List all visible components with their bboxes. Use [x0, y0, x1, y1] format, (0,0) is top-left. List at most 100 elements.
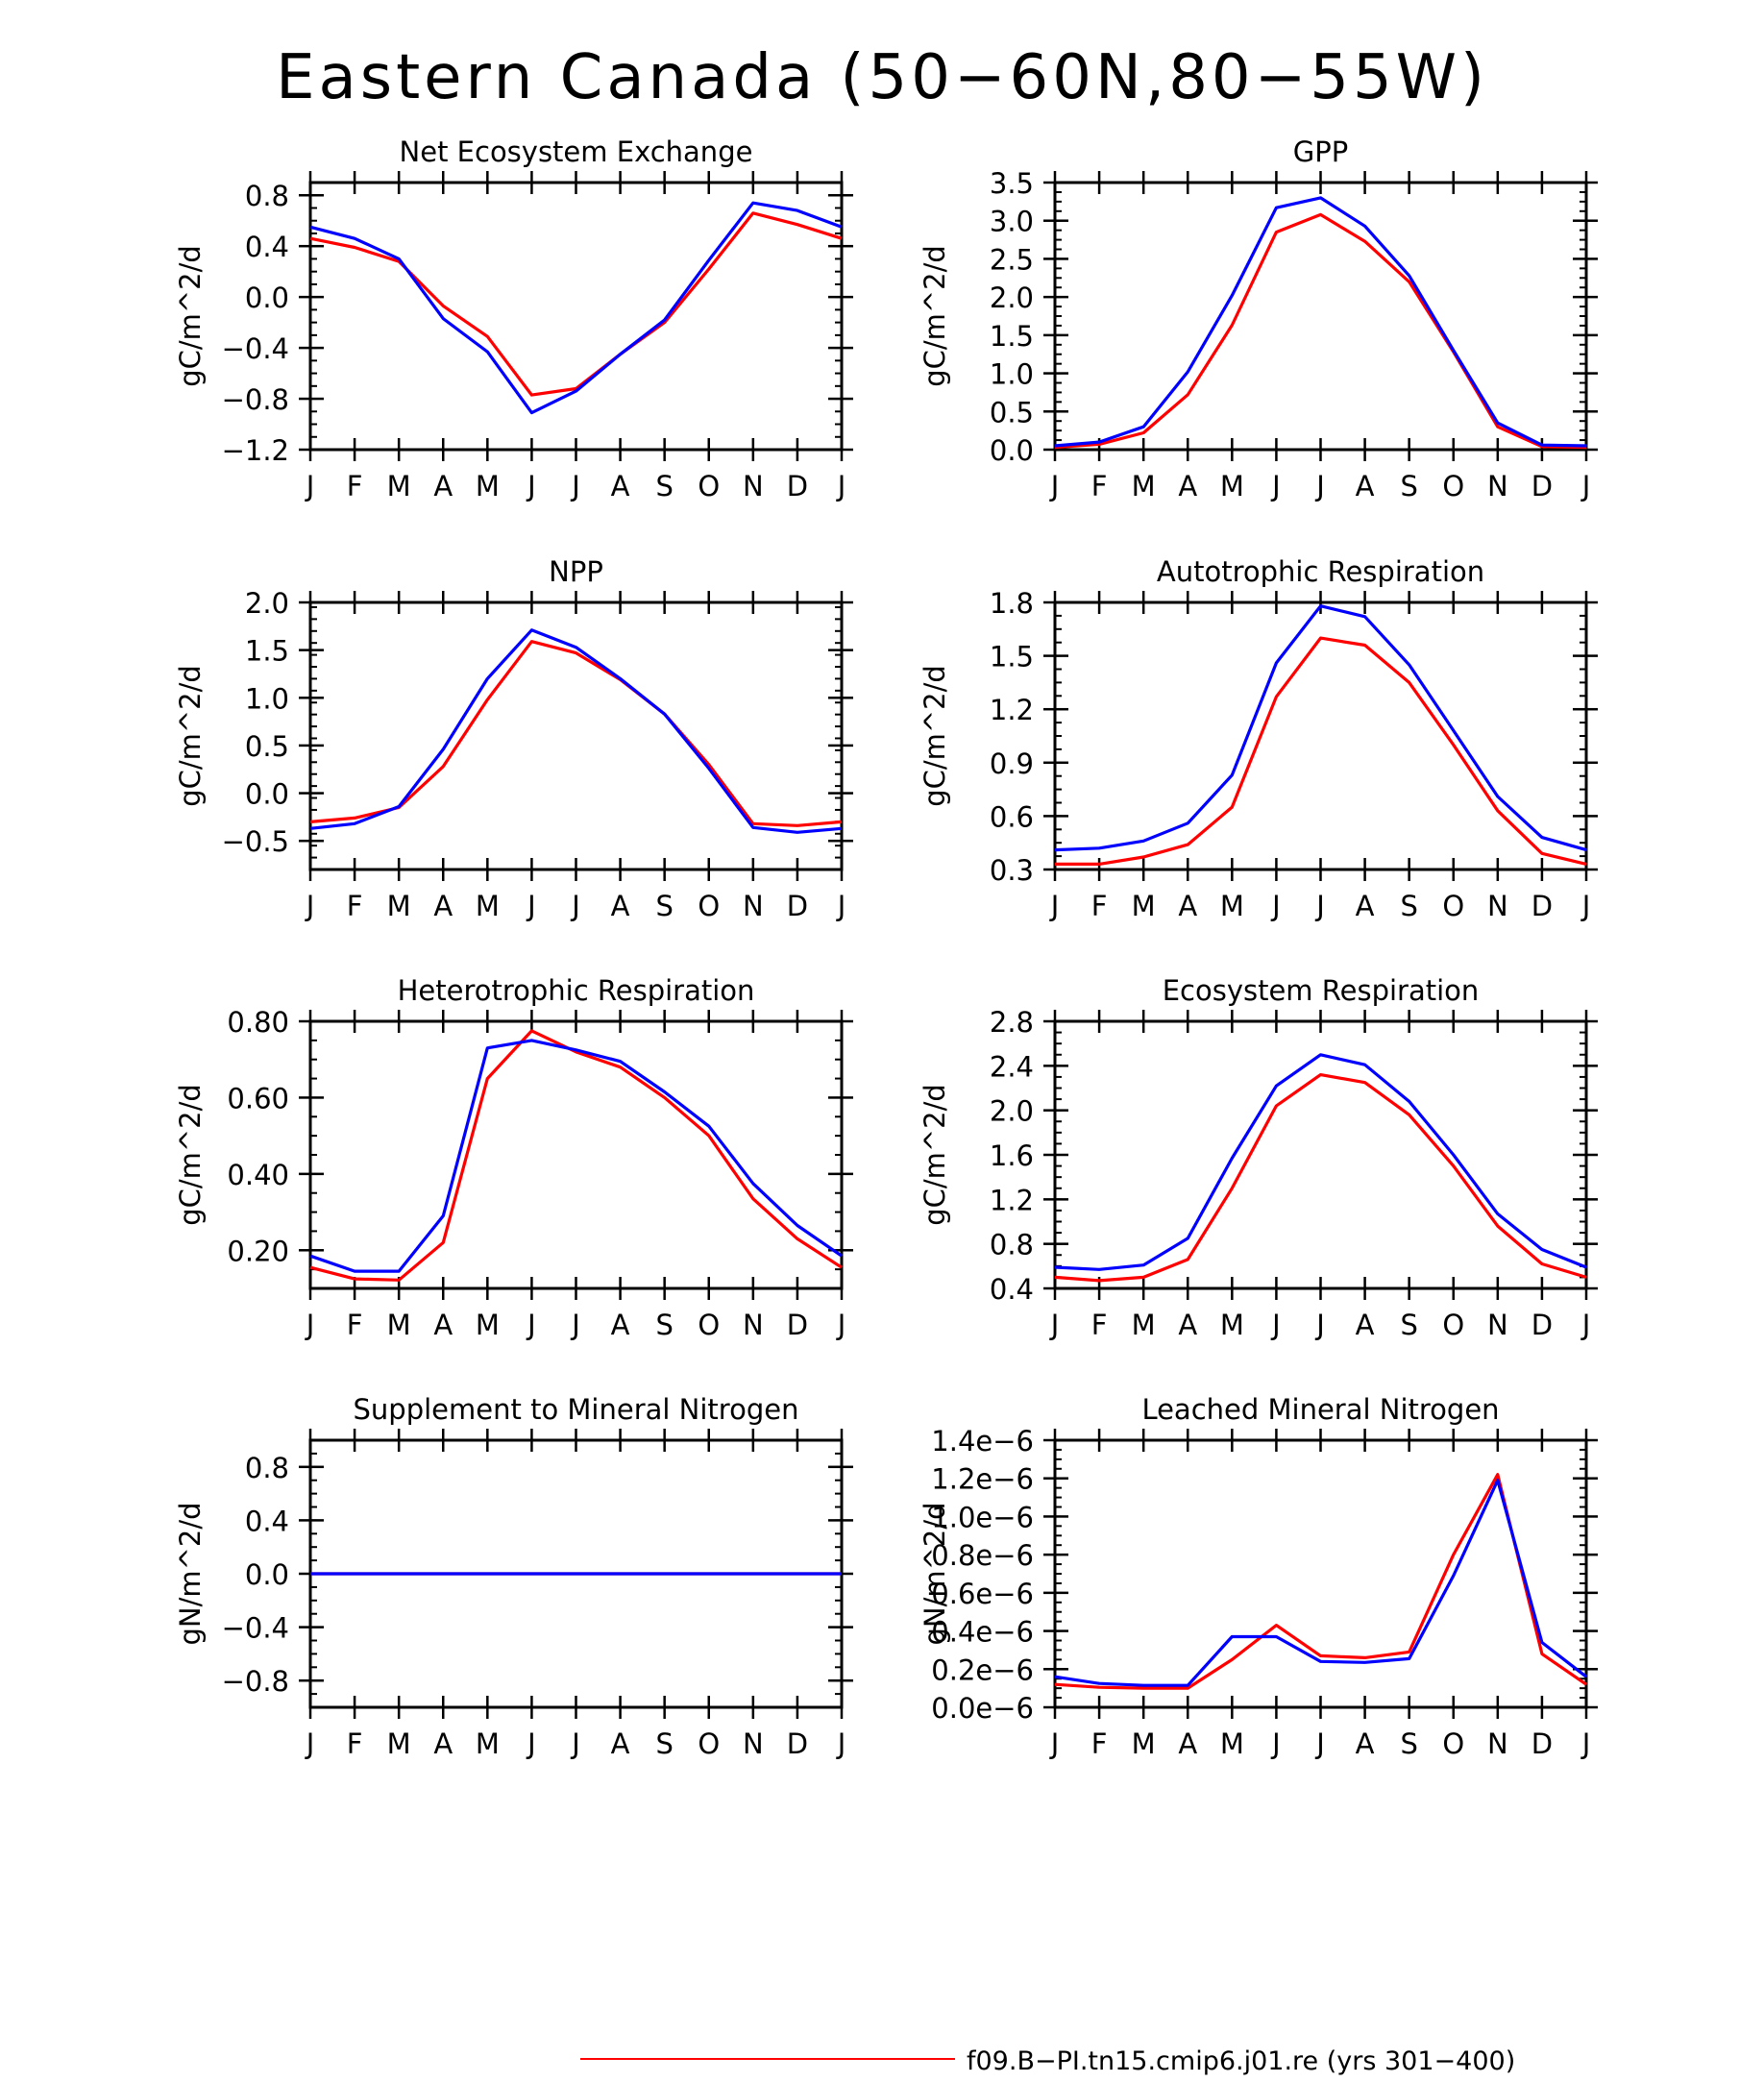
y-tick-label: −0.8 [222, 383, 289, 416]
series-line-red [1054, 1473, 1587, 1690]
y-tick-label: 3.5 [990, 167, 1034, 200]
x-tick-label: J [305, 1309, 315, 1341]
x-tick-label: J [1270, 470, 1281, 502]
x-tick-label: J [1580, 890, 1591, 922]
panel-title: Autotrophic Respiration [1157, 555, 1484, 588]
y-tick-label: 2.8 [990, 1006, 1034, 1039]
y-tick-label: 1.4e−6 [931, 1425, 1034, 1457]
y-tick-label: 1.6 [990, 1139, 1034, 1172]
x-tick-label: M [476, 470, 500, 502]
y-tick-label: 0.4 [990, 1273, 1034, 1306]
x-tick-label: A [1178, 890, 1197, 922]
x-tick-label: J [570, 1727, 580, 1760]
y-axis-label: gC/m^2/d [919, 245, 951, 387]
x-tick-label: O [698, 1727, 720, 1760]
y-tick-label: 2.4 [990, 1050, 1034, 1083]
x-tick-label: S [1400, 1727, 1417, 1760]
legend-label: f09.B−PI.tn15.cmip6.j01.re (yrs 301−400) [967, 2046, 1515, 2076]
series-line-red [1054, 1072, 1587, 1283]
y-tick-label: 2.0 [990, 1095, 1034, 1128]
x-tick-label: M [387, 1727, 411, 1760]
x-tick-label: N [1487, 890, 1508, 922]
x-tick-label: J [1314, 1309, 1325, 1341]
y-tick-label: 0.6e−6 [931, 1578, 1034, 1610]
x-tick-label: A [1178, 1727, 1197, 1760]
x-tick-label: J [305, 470, 315, 502]
y-tick-label: −1.2 [222, 434, 289, 467]
y-tick-label: 0.4e−6 [931, 1616, 1034, 1649]
series-line-red [309, 1029, 843, 1282]
series-line-red [1054, 212, 1587, 450]
x-tick-label: O [698, 1309, 720, 1341]
y-tick-label: 1.5 [990, 320, 1034, 353]
x-tick-label: J [526, 890, 536, 922]
y-axis-label: gC/m^2/d [174, 245, 207, 387]
y-axis-label: gC/m^2/d [919, 1084, 951, 1226]
series-line-blue [309, 628, 843, 834]
x-tick-label: O [698, 470, 720, 502]
plot-frame [1053, 600, 1588, 871]
x-tick-label: J [1049, 890, 1060, 922]
y-tick-label: −0.5 [222, 825, 289, 858]
x-tick-label: J [526, 1727, 536, 1760]
x-tick-label: A [1356, 470, 1375, 502]
y-tick-label: 1.2 [990, 1184, 1034, 1216]
y-tick-label: 0.8e−6 [931, 1539, 1034, 1572]
x-tick-label: D [787, 1727, 808, 1760]
x-tick-label: D [1531, 470, 1553, 502]
x-tick-label: A [611, 1727, 630, 1760]
y-axis-label: gC/m^2/d [174, 665, 207, 807]
y-tick-label: 0.8 [245, 1452, 289, 1484]
x-tick-label: S [655, 470, 673, 502]
x-tick-label: M [1220, 890, 1244, 922]
series-line-blue [1054, 196, 1587, 448]
x-tick-label: D [1531, 890, 1553, 922]
x-tick-label: F [347, 1309, 363, 1341]
x-tick-label: M [387, 890, 411, 922]
y-tick-label: 1.5 [245, 635, 289, 668]
x-tick-label: F [347, 470, 363, 502]
y-axis-label: gN/m^2/d [919, 1502, 951, 1645]
x-tick-label: A [1356, 890, 1375, 922]
plot-frame [1053, 1438, 1588, 1709]
x-tick-label: N [743, 470, 764, 502]
y-tick-label: −0.4 [222, 332, 289, 365]
x-tick-label: J [1049, 470, 1060, 502]
x-tick-label: A [1178, 470, 1197, 502]
x-tick-label: J [836, 890, 846, 922]
y-tick-label: 0.0 [245, 1558, 289, 1591]
y-tick-label: 0.4 [245, 1505, 289, 1537]
y-tick-label: 1.2 [990, 694, 1034, 726]
x-tick-label: J [1314, 890, 1325, 922]
x-tick-label: S [1400, 890, 1417, 922]
x-tick-label: M [1132, 890, 1156, 922]
panel-title: NPP [549, 555, 603, 588]
y-tick-label: 0.8 [245, 180, 289, 212]
x-tick-label: D [787, 890, 808, 922]
y-axis-label: gC/m^2/d [174, 1084, 207, 1226]
x-tick-label: A [433, 890, 453, 922]
panel-title: Leached Mineral Nitrogen [1141, 1393, 1499, 1426]
x-tick-label: J [1270, 1727, 1281, 1760]
x-tick-label: J [836, 470, 846, 502]
panel-title: Net Ecosystem Exchange [400, 135, 753, 168]
series-line-blue [309, 1039, 843, 1273]
x-tick-label: D [787, 470, 808, 502]
y-tick-label: 0.80 [227, 1006, 289, 1039]
x-tick-label: S [655, 890, 673, 922]
y-tick-label: 1.0e−6 [931, 1501, 1034, 1533]
x-tick-label: J [570, 890, 580, 922]
panel-title: Supplement to Mineral Nitrogen [354, 1393, 799, 1426]
y-tick-label: 0.60 [227, 1082, 289, 1114]
panel-title: Heterotrophic Respiration [398, 974, 755, 1007]
y-axis-label: gC/m^2/d [919, 665, 951, 807]
x-tick-label: M [1220, 1309, 1244, 1341]
x-tick-label: M [1220, 470, 1244, 502]
y-tick-label: 0.8 [990, 1229, 1034, 1261]
